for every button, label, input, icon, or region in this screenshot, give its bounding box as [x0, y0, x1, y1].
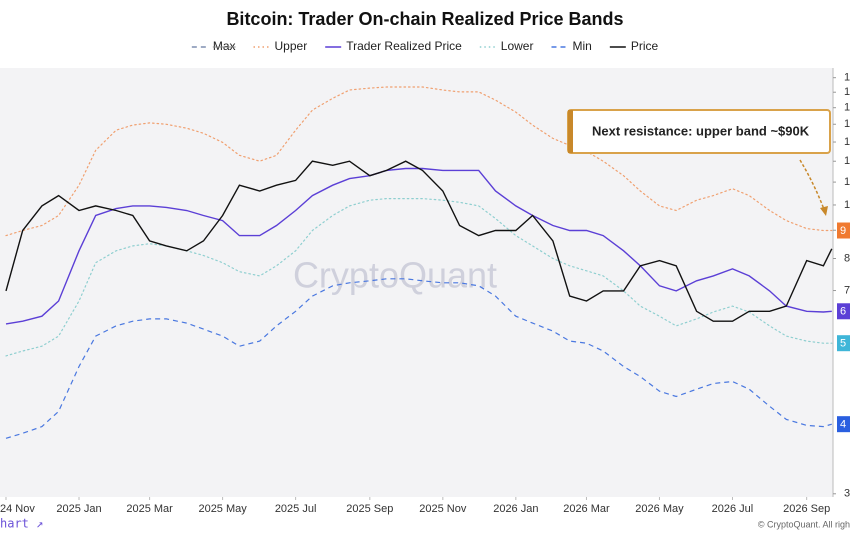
y-tick-label: 1 — [844, 136, 850, 148]
annotation-arrowhead — [820, 206, 828, 216]
annotation-text: Next resistance: upper band ~$90K — [592, 123, 810, 138]
x-tick-label: 24 Nov — [0, 503, 35, 515]
legend-label: Upper — [275, 39, 308, 53]
annotation-accent — [568, 110, 573, 153]
value-badge — [837, 222, 850, 239]
series-line — [5, 278, 832, 439]
legend-item: Lower — [479, 39, 534, 53]
y-tick-label: 1 — [844, 176, 850, 188]
legend-label: Price — [631, 39, 659, 53]
x-tick-label: 2026 Sep — [783, 503, 830, 515]
value-badge — [837, 335, 850, 352]
y-tick-label: 1 — [844, 72, 850, 84]
value-badge-label: 4 — [840, 419, 846, 431]
legend-label: Max — [213, 39, 236, 53]
series-line — [5, 86, 833, 237]
x-tick-label: 2025 Sep — [346, 503, 393, 515]
value-badge-label: 9 — [840, 225, 846, 237]
x-tick-label: 2025 Nov — [419, 503, 467, 515]
credit: © CryptoQuant. All righ — [758, 519, 850, 529]
chart-title: Bitcoin: Trader On-chain Realized Price … — [226, 9, 623, 29]
x-tick-label: 2026 Mar — [563, 503, 610, 515]
y-tick-label: 1 — [844, 102, 850, 114]
value-badge — [837, 303, 850, 320]
x-tick-label: 2025 Jan — [56, 503, 101, 515]
legend-item: Upper — [253, 39, 308, 53]
x-tick-label: 2026 Jul — [712, 503, 754, 515]
value-badge — [837, 416, 850, 433]
x-tick-label: 2025 May — [198, 503, 247, 515]
watermark: CryptoQuant — [293, 255, 497, 296]
series-line — [5, 160, 833, 322]
legend-item: Price — [609, 39, 659, 53]
legend-item: Trader Realized Price — [325, 39, 462, 53]
y-tick-label: 7 — [844, 284, 850, 296]
y-tick-label: 1 — [844, 86, 850, 98]
legend-label: Min — [572, 39, 591, 53]
y-tick-label: 8 — [844, 252, 850, 264]
value-badge-label: 6 — [840, 306, 846, 318]
y-tick-label: 1 — [844, 155, 850, 167]
x-tick-label: 2025 Jul — [275, 503, 317, 515]
legend-item: Min — [551, 39, 592, 53]
legend-item: Max — [191, 39, 236, 53]
series-line — [5, 198, 833, 357]
legend-label: Lower — [501, 39, 534, 53]
legend-label: Trader Realized Price — [346, 39, 462, 53]
legend: Max Upper Trader Realized Price Lower Min Pri… — [191, 39, 659, 53]
x-tick-label: 2025 Mar — [126, 503, 173, 515]
series-line — [5, 167, 832, 325]
chart-link[interactable]: hart ↗ — [0, 517, 43, 531]
x-tick-label: 2026 May — [635, 503, 684, 515]
value-badge-label: 5 — [840, 338, 846, 350]
y-tick-label: 1 — [844, 199, 850, 211]
y-tick-label: 3 — [844, 488, 850, 500]
x-tick-label: 2026 Jan — [493, 503, 538, 515]
y-tick-label: 1 — [844, 118, 850, 130]
lines — [5, 86, 833, 439]
